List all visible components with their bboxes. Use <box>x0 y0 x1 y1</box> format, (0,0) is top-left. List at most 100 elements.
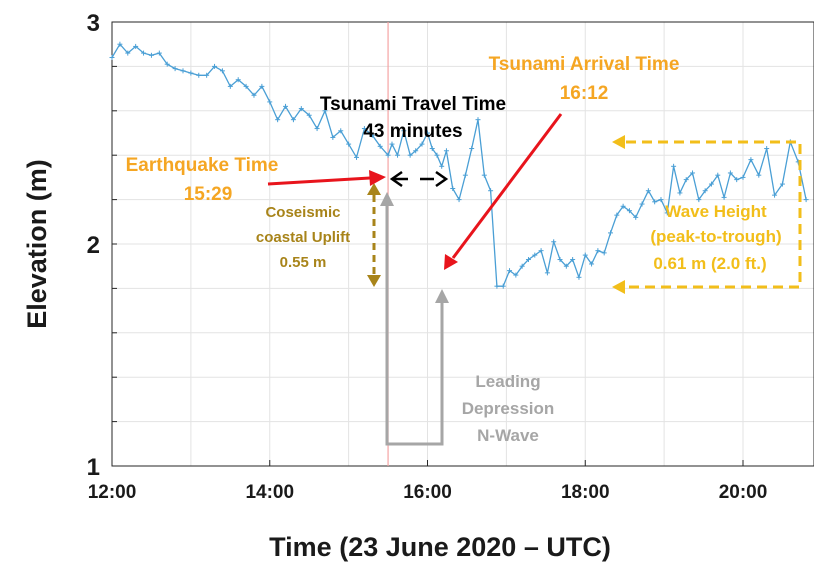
data-point <box>620 203 626 209</box>
data-point <box>164 61 170 67</box>
data-point <box>513 272 519 278</box>
data-point <box>443 148 449 154</box>
data-point <box>727 170 733 176</box>
wave-height-arrow-top <box>612 135 625 149</box>
data-point <box>658 197 664 203</box>
data-point <box>475 117 481 123</box>
data-point <box>377 143 383 149</box>
travel-time-label-2: 43 minutes <box>363 121 462 142</box>
data-point <box>267 99 273 105</box>
data-point <box>385 152 391 158</box>
data-point <box>227 83 233 89</box>
data-point <box>243 83 249 89</box>
uplift-label-1: Coseismic <box>265 204 340 221</box>
data-point <box>664 210 670 216</box>
data-point <box>306 112 312 118</box>
uplift-label-3: 0.55 m <box>280 254 327 271</box>
data-point <box>500 283 506 289</box>
data-point <box>481 172 487 178</box>
data-point <box>671 163 677 169</box>
data-point <box>721 194 727 200</box>
data-point <box>582 252 588 258</box>
data-point <box>576 274 582 280</box>
earthquake-time-label-2: 15:29 <box>184 184 233 205</box>
data-point <box>330 134 336 140</box>
data-point <box>196 72 202 78</box>
data-point <box>589 261 595 267</box>
earthquake-time-arrow <box>267 170 386 186</box>
data-point <box>544 270 550 276</box>
data-point <box>595 248 601 254</box>
data-point <box>133 43 139 49</box>
data-point <box>519 263 525 269</box>
data-point <box>803 197 809 203</box>
data-point <box>141 50 147 56</box>
y-tick-label: 3 <box>87 10 100 37</box>
data-point <box>756 172 762 178</box>
data-point <box>614 212 620 218</box>
earthquake-time-label-1: Earthquake Time <box>126 155 279 176</box>
data-point <box>551 239 557 245</box>
leading-depression-label-3: N-Wave <box>477 426 539 445</box>
data-point <box>389 141 395 147</box>
data-point <box>683 177 689 183</box>
data-point <box>462 172 468 178</box>
series-layer <box>109 41 809 289</box>
data-point <box>290 117 296 123</box>
wave-height-bracket <box>626 140 802 289</box>
data-point <box>235 77 241 83</box>
data-point <box>172 66 178 72</box>
data-point <box>525 257 531 263</box>
data-point <box>488 188 494 194</box>
data-point <box>322 108 328 114</box>
data-point <box>538 248 544 254</box>
data-point <box>677 190 683 196</box>
data-point <box>734 177 740 183</box>
data-point <box>425 130 431 136</box>
data-point <box>715 172 721 178</box>
data-point <box>601 250 607 256</box>
wave-height-label-3: 0.61 m (2.0 ft.) <box>653 254 766 273</box>
data-point <box>779 181 785 187</box>
data-point <box>652 199 658 205</box>
data-point <box>413 148 419 154</box>
data-point <box>259 83 265 89</box>
data-point <box>419 141 425 147</box>
data-point <box>354 154 360 160</box>
uplift-arrow-head-bottom <box>367 275 381 287</box>
data-point <box>204 72 210 78</box>
data-point <box>557 257 563 263</box>
data-point <box>639 201 645 207</box>
data-point <box>338 128 344 134</box>
x-tick-label: 18:00 <box>561 482 610 503</box>
arrival-time-label-1: Tsunami Arrival Time <box>489 54 680 75</box>
data-point <box>696 197 702 203</box>
data-point <box>702 188 708 194</box>
data-point <box>626 208 632 214</box>
data-point <box>401 128 407 134</box>
data-point <box>563 263 569 269</box>
data-point <box>125 50 131 56</box>
travel-time-label-1: Tsunami Travel Time <box>320 94 506 115</box>
x-axis-ticks: 12:00 14:00 16:00 18:00 20:00 <box>88 460 767 503</box>
uplift-label-2: coastal Uplift <box>256 229 350 246</box>
wave-height-arrow-bottom <box>612 280 625 294</box>
x-axis-title: Time (23 June 2020 – UTC) <box>269 532 611 562</box>
data-point <box>395 152 401 158</box>
data-point <box>212 63 218 69</box>
data-point <box>369 132 375 138</box>
data-point <box>251 92 257 98</box>
data-point <box>188 70 194 76</box>
data-point <box>439 163 445 169</box>
data-point <box>298 106 304 112</box>
x-tick-label: 12:00 <box>88 482 137 503</box>
y-axis-title: Elevation (m) <box>22 159 52 329</box>
arrival-time-arrow <box>444 113 563 270</box>
x-tick-label: 16:00 <box>403 482 452 503</box>
leading-depression-label-2: Depression <box>462 399 555 418</box>
data-point <box>748 157 754 163</box>
y-tick-label: 1 <box>87 454 100 481</box>
data-point <box>275 117 281 123</box>
travel-time-arrow <box>389 170 449 188</box>
